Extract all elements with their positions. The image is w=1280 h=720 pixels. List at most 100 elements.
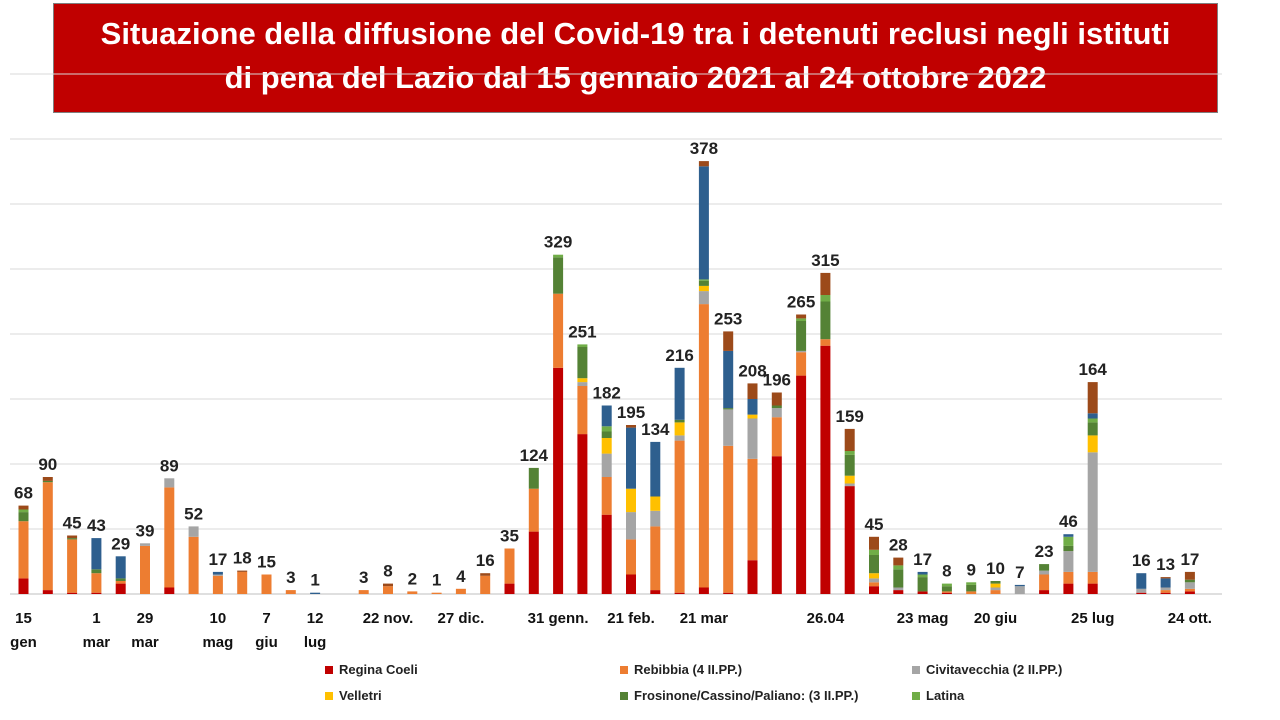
data-label: 216 bbox=[665, 346, 693, 365]
bar-segment-regina bbox=[1039, 590, 1050, 594]
bar-segment-regina bbox=[771, 456, 782, 594]
bar-segment-velletri bbox=[747, 414, 758, 419]
bar-segment-rebibbia bbox=[553, 293, 564, 368]
bar-segment-rebibbia bbox=[1184, 588, 1195, 592]
bar-segment-civita bbox=[1063, 551, 1074, 572]
bar-segment-civita bbox=[1184, 582, 1195, 589]
bar-segment-civita bbox=[164, 478, 175, 488]
data-label: 196 bbox=[763, 371, 791, 390]
x-tick-label: 7 giu bbox=[255, 610, 278, 651]
bar-segment-regina bbox=[577, 434, 588, 594]
bar-segment-regina bbox=[164, 587, 175, 594]
bar-segment-rebibbia bbox=[820, 339, 831, 346]
bar-segment-regina bbox=[1160, 592, 1171, 594]
bar-segment-regina bbox=[869, 586, 879, 594]
bar-segment-regina bbox=[917, 591, 928, 594]
bar-segment-frosinone bbox=[1184, 579, 1195, 583]
bar-segment-rebibbia bbox=[941, 591, 952, 593]
bar-segment-latina bbox=[698, 279, 709, 281]
bar-segment-rebibbia bbox=[407, 591, 418, 594]
bar-segment-rebibbia bbox=[650, 526, 661, 591]
bar-segment-frosinone bbox=[115, 578, 126, 581]
bar-segment-frosinone bbox=[18, 512, 29, 522]
data-label: 208 bbox=[738, 361, 766, 380]
bar-segment-frosinone bbox=[577, 347, 588, 379]
bar-segment-rebibbia bbox=[42, 482, 53, 591]
bar-segment-latina bbox=[18, 509, 29, 513]
bar-segment-rebibbia bbox=[431, 592, 442, 594]
bar-segment-frosinone bbox=[820, 301, 831, 340]
data-label: 23 bbox=[1035, 542, 1054, 561]
bar-segment-civita bbox=[140, 543, 150, 546]
bar-segment-regina bbox=[674, 592, 685, 594]
bar-segment-rebibbia bbox=[285, 590, 296, 594]
data-label: 89 bbox=[160, 456, 179, 475]
bar-segment-rebibbia bbox=[1039, 574, 1050, 591]
x-tick-label: 21 feb. bbox=[607, 610, 655, 627]
bar-segment-velletri bbox=[844, 475, 855, 484]
bar-segment-regina bbox=[626, 574, 636, 594]
bar-segment-civita bbox=[626, 512, 636, 540]
bar-segment-rebibbia bbox=[115, 581, 126, 584]
chart-title: Situazione della diffusione del Covid-19… bbox=[54, 12, 1217, 100]
data-label: 46 bbox=[1059, 512, 1078, 531]
data-label: 134 bbox=[641, 420, 670, 439]
bar-segment-velletri bbox=[674, 422, 685, 436]
bar-segment-civita bbox=[1087, 452, 1098, 572]
bar-segment-civita bbox=[1160, 587, 1171, 591]
x-tick-label: 1 mar bbox=[83, 610, 111, 651]
data-label: 52 bbox=[184, 504, 203, 523]
bar-segment-regina bbox=[1063, 583, 1074, 594]
bar-segment-civita bbox=[869, 578, 879, 583]
bar-segment-latina bbox=[1087, 418, 1098, 423]
bar-segment-rieti bbox=[1184, 571, 1195, 580]
bar-segment-frosinone bbox=[1063, 545, 1074, 552]
bar-segment-rebibbia bbox=[577, 386, 588, 435]
bar-segment-rebibbia bbox=[771, 417, 782, 457]
data-label: 1 bbox=[432, 571, 441, 590]
data-label: 18 bbox=[233, 549, 252, 568]
bar-segment-regina bbox=[601, 514, 612, 594]
bar-segment-regina bbox=[1184, 591, 1195, 594]
data-label: 17 bbox=[208, 550, 227, 569]
data-label: 15 bbox=[257, 553, 276, 572]
bar-segment-frosinone bbox=[528, 467, 539, 489]
data-label: 164 bbox=[1079, 360, 1108, 379]
bar-segment-viterbo bbox=[310, 592, 321, 594]
bar-segment-rebibbia bbox=[528, 488, 539, 532]
bar-segment-rebibbia bbox=[164, 487, 175, 588]
bar-segment-latina bbox=[869, 549, 879, 555]
x-tick-label: 26.04 bbox=[807, 610, 845, 627]
bar-segment-viterbo bbox=[212, 571, 223, 575]
bar-segment-regina bbox=[67, 592, 78, 594]
bar-segment-viterbo bbox=[626, 427, 636, 489]
bar-segment-viterbo bbox=[1014, 584, 1025, 587]
x-tick-label: 10 mag bbox=[202, 610, 233, 651]
bar-segment-latina bbox=[553, 254, 564, 258]
chart-title-line-1: Situazione della diffusione del Covid-19… bbox=[100, 16, 1171, 51]
bar-segment-rebibbia bbox=[261, 574, 272, 594]
bar-segment-rieti bbox=[18, 505, 29, 510]
data-label: 17 bbox=[913, 550, 932, 569]
bar-segment-rebibbia bbox=[212, 575, 223, 594]
bar-segment-latina bbox=[941, 583, 952, 587]
bar-segment-civita bbox=[650, 510, 661, 527]
bar-segment-rebibbia bbox=[698, 304, 709, 588]
bar-segment-frosinone bbox=[698, 280, 709, 286]
bar-segment-regina bbox=[844, 486, 855, 594]
bar-segment-rebibbia bbox=[504, 548, 515, 584]
data-label: 3 bbox=[359, 568, 368, 587]
bar-segment-regina bbox=[553, 367, 564, 594]
data-label: 29 bbox=[111, 534, 130, 553]
x-tick-label: 12 lug bbox=[304, 610, 327, 651]
bar-segment-rebibbia bbox=[358, 590, 369, 594]
bar-segment-viterbo bbox=[698, 166, 709, 280]
bar-segment-frosinone bbox=[796, 321, 807, 351]
bar-segment-frosinone bbox=[723, 408, 734, 410]
bar-segment-rebibbia bbox=[747, 458, 758, 561]
data-label: 68 bbox=[14, 484, 33, 503]
bar-segment-civita bbox=[747, 418, 758, 459]
bar-segment-rieti bbox=[698, 161, 709, 167]
bar-segment-civita bbox=[893, 587, 904, 591]
